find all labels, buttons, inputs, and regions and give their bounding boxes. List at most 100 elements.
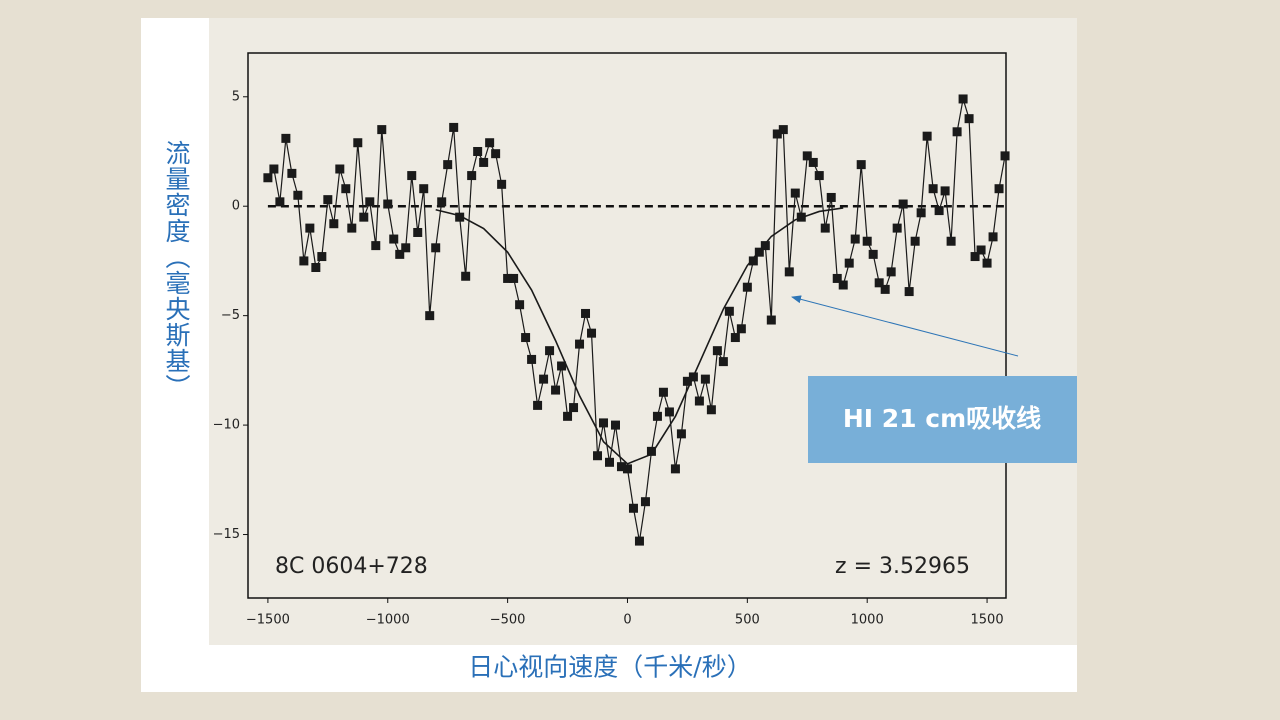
data-point [736, 324, 746, 334]
data-point [605, 457, 615, 467]
x-tick-label: 1000 [851, 613, 884, 628]
data-point [305, 223, 315, 233]
x-tick-label: 500 [735, 613, 760, 628]
data-point [964, 114, 974, 124]
data-point [790, 188, 800, 198]
x-axis-label: 日心视向速度（千米/秒） [468, 653, 751, 682]
plot-image [209, 18, 1077, 645]
data-point [389, 234, 399, 244]
data-point [383, 199, 393, 209]
redshift-label: z = 3.52965 [835, 554, 970, 579]
data-point [485, 138, 495, 148]
data-point [497, 179, 507, 189]
data-point [886, 267, 896, 277]
data-point [443, 160, 453, 170]
data-point [982, 258, 992, 268]
data-point [652, 411, 662, 421]
callout-arrow [791, 295, 1019, 357]
data-point [473, 146, 483, 156]
data-point [299, 256, 309, 266]
data-point [467, 171, 477, 181]
data-point [1000, 151, 1010, 161]
data-point [718, 357, 728, 367]
data-point [407, 171, 417, 181]
data-point [850, 234, 860, 244]
data-point [682, 376, 692, 386]
data-point [275, 197, 285, 207]
data-point [898, 199, 908, 209]
data-point [431, 243, 441, 253]
data-point [509, 273, 519, 283]
data-point [712, 346, 722, 356]
data-point [293, 190, 303, 200]
x-tick-label: −1500 [246, 613, 290, 628]
data-point [335, 164, 345, 174]
data-point [557, 361, 567, 371]
data-point [730, 333, 740, 343]
data-point [455, 212, 465, 222]
data-point [347, 223, 357, 233]
data-point [539, 374, 549, 384]
data-point [760, 241, 770, 251]
data-point [832, 273, 842, 283]
data-point [820, 223, 830, 233]
data-point [491, 149, 501, 159]
data-point [341, 184, 351, 194]
data-point [323, 195, 333, 205]
data-point [593, 451, 603, 461]
x-tick-label: 0 [623, 613, 631, 628]
x-tick-label: −500 [490, 613, 526, 628]
data-point [281, 133, 291, 143]
data-point [317, 252, 327, 262]
data-point [856, 160, 866, 170]
data-point [640, 497, 650, 507]
y-axis-label: 流量密度（毫央斯基） [162, 140, 191, 400]
callout-box [808, 376, 1077, 463]
data-point [868, 249, 878, 259]
data-point [628, 503, 638, 513]
data-point [425, 311, 435, 321]
data-point [988, 232, 998, 242]
data-point [587, 328, 597, 338]
data-point [940, 186, 950, 196]
data-point [479, 157, 489, 167]
x-tick-label: −1000 [366, 613, 410, 628]
data-point [401, 243, 411, 253]
data-point [952, 127, 962, 137]
data-point [814, 171, 824, 181]
y-tick-label: −5 [221, 308, 240, 323]
data-point [365, 197, 375, 207]
data-point [419, 184, 429, 194]
y-tick-label: −15 [213, 527, 240, 542]
data-point [569, 403, 579, 413]
data-point [874, 278, 884, 288]
data-point [646, 446, 656, 456]
y-tick-label: −10 [213, 418, 240, 433]
data-point [311, 262, 321, 272]
data-point [742, 282, 752, 292]
data-point [622, 464, 632, 474]
data-point [359, 212, 369, 222]
data-point [413, 227, 423, 237]
source-label: 8C 0604+728 [275, 554, 428, 579]
data-point [521, 333, 531, 343]
data-point [395, 249, 405, 259]
data-point [946, 236, 956, 246]
data-point [527, 354, 537, 364]
data-point [706, 405, 716, 415]
data-point [808, 157, 818, 167]
data-point [766, 315, 776, 325]
data-point [826, 192, 836, 202]
data-point [910, 236, 920, 246]
y-tick-label: 5 [232, 89, 240, 104]
data-point [371, 241, 381, 251]
data-point [533, 400, 543, 410]
data-point [269, 164, 279, 174]
data-point [545, 346, 555, 356]
data-point [958, 94, 968, 104]
data-point [928, 184, 938, 194]
data-point [287, 168, 297, 178]
fit-curve [435, 207, 844, 465]
